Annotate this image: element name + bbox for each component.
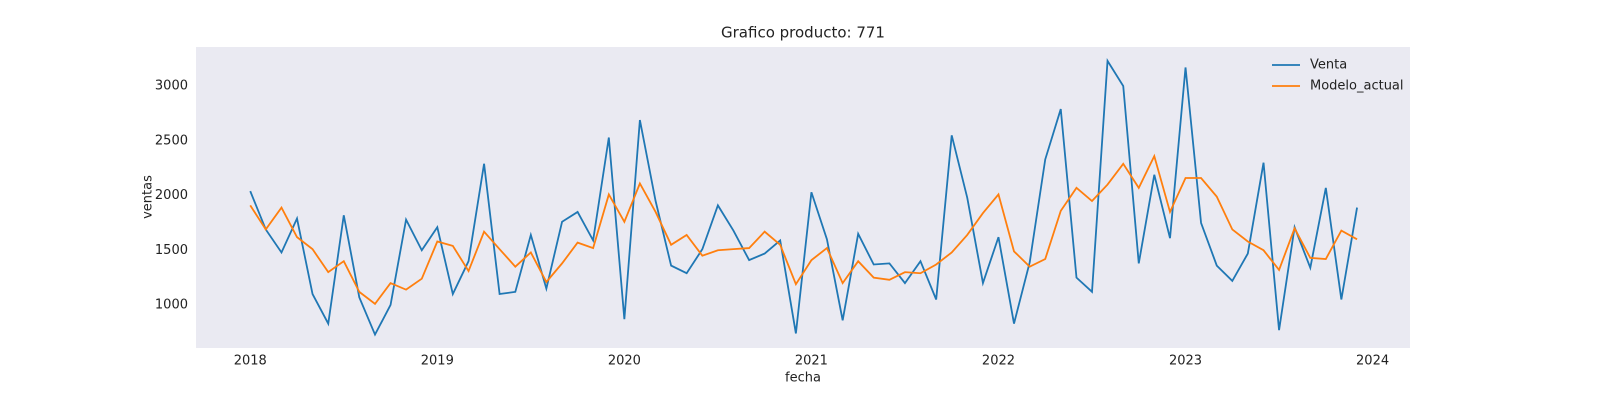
x-tick-label: 2018 xyxy=(234,354,267,369)
y-axis-label: ventas xyxy=(141,175,156,219)
plot-area xyxy=(196,47,1410,348)
x-tick-label: 2021 xyxy=(795,354,828,369)
legend-label: Modelo_actual xyxy=(1310,79,1404,94)
y-tick-label: 3000 xyxy=(155,79,188,94)
x-tick-label: 2024 xyxy=(1356,354,1389,369)
x-tick-label: 2022 xyxy=(982,354,1015,369)
line-series xyxy=(249,58,1358,337)
x-tick-label: 2019 xyxy=(421,354,454,369)
x-tick-label: 2020 xyxy=(608,354,641,369)
x-tick-label: 2023 xyxy=(1169,354,1202,369)
y-tick-label: 1000 xyxy=(155,297,188,312)
y-tick-label: 2000 xyxy=(155,188,188,203)
y-tick-label: 1500 xyxy=(155,243,188,258)
legend-label: Venta xyxy=(1310,58,1347,73)
line-series xyxy=(249,153,1358,306)
y-tick-label: 2500 xyxy=(155,133,188,148)
chart-title: Grafico producto: 771 xyxy=(721,24,885,42)
x-axis-label: fecha xyxy=(785,371,821,386)
